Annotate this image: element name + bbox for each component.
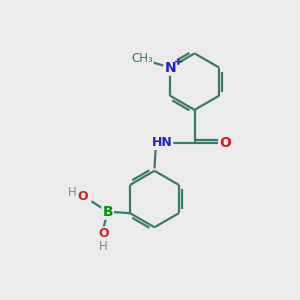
Text: CH₃: CH₃ — [131, 52, 153, 65]
Text: O: O — [219, 136, 231, 150]
Text: O: O — [98, 227, 109, 241]
Text: +: + — [173, 57, 183, 67]
Text: H: H — [68, 186, 76, 200]
Text: H: H — [99, 240, 108, 253]
Text: N: N — [164, 61, 176, 74]
Text: O: O — [77, 190, 88, 203]
Text: B: B — [102, 205, 113, 219]
Text: HN: HN — [152, 136, 172, 149]
